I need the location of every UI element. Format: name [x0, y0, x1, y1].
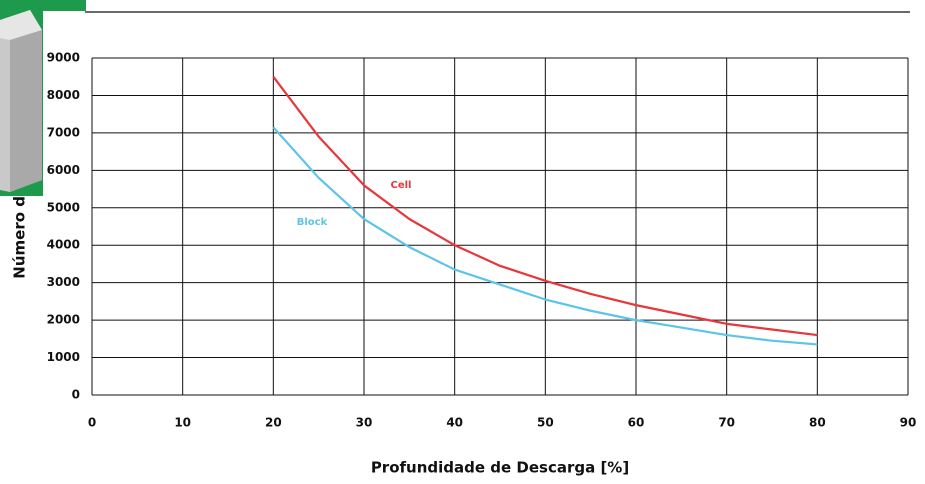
series-label: Cell	[391, 180, 412, 191]
x-tick-label: 40	[446, 416, 463, 430]
x-tick-label: 80	[809, 416, 826, 430]
y-tick-label: 1000	[47, 350, 80, 364]
y-tick-label: 8000	[47, 88, 80, 102]
x-tick-label: 50	[537, 416, 554, 430]
x-tick-label: 60	[628, 416, 645, 430]
x-tick-label: 10	[174, 416, 191, 430]
y-tick-label: 6000	[47, 163, 80, 177]
y-tick-label: 9000	[47, 51, 80, 65]
y-tick-label: 4000	[47, 238, 80, 252]
x-tick-label: 70	[718, 416, 735, 430]
x-tick-label: 30	[356, 416, 373, 430]
chart: Profundidade de Descarga [%] Número de c…	[0, 0, 925, 480]
series-label: Block	[297, 217, 328, 228]
x-axis-label: Profundidade de Descarga [%]	[371, 459, 629, 477]
x-tick-label: 90	[900, 416, 917, 430]
y-tick-label: 3000	[47, 275, 80, 289]
x-tick-label: 20	[265, 416, 282, 430]
y-tick-label: 0	[72, 388, 80, 402]
page: {"chart_data": {"type": "line", "x": [20…	[0, 0, 925, 480]
y-tick-label: 7000	[47, 125, 80, 139]
y-tick-label: 2000	[47, 313, 80, 327]
y-tick-label: 5000	[47, 200, 80, 214]
x-tick-label: 0	[88, 416, 96, 430]
